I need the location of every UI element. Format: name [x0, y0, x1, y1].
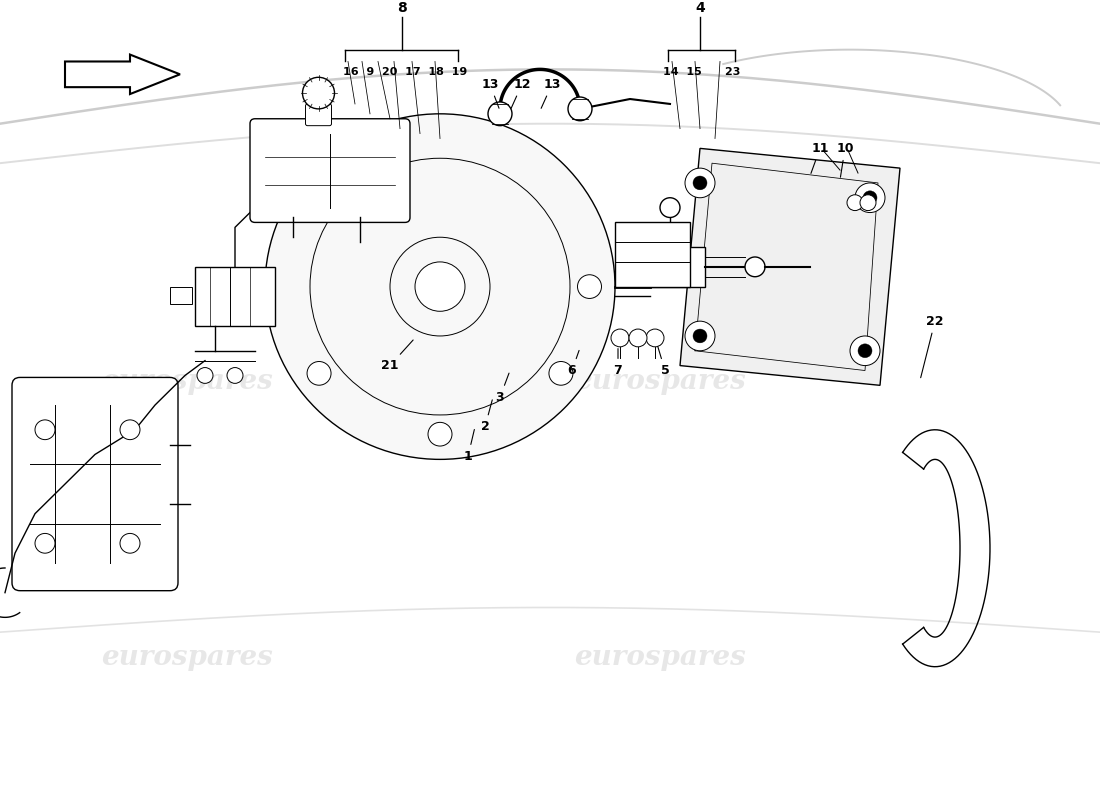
Text: 13: 13 [482, 78, 499, 108]
Circle shape [629, 329, 647, 347]
FancyBboxPatch shape [12, 378, 178, 590]
Circle shape [610, 329, 629, 347]
Text: 10: 10 [836, 142, 854, 178]
Circle shape [227, 367, 243, 383]
Text: 1: 1 [463, 430, 474, 463]
Circle shape [693, 329, 707, 343]
Circle shape [660, 198, 680, 218]
Text: 12: 12 [512, 78, 530, 108]
Text: 21: 21 [382, 340, 414, 372]
Circle shape [488, 102, 512, 126]
Circle shape [302, 78, 334, 109]
Circle shape [864, 191, 877, 205]
Circle shape [265, 114, 615, 459]
Text: 14  15      23: 14 15 23 [663, 67, 740, 78]
FancyBboxPatch shape [615, 222, 690, 286]
Circle shape [847, 194, 864, 210]
Circle shape [120, 534, 140, 553]
Text: 16  9  20  17  18  19: 16 9 20 17 18 19 [343, 67, 468, 78]
FancyBboxPatch shape [306, 104, 331, 126]
FancyBboxPatch shape [195, 267, 275, 326]
Circle shape [860, 194, 876, 210]
Circle shape [858, 344, 872, 358]
Text: 13: 13 [541, 78, 561, 108]
Circle shape [549, 362, 573, 386]
Text: 5: 5 [658, 346, 670, 377]
Circle shape [685, 321, 715, 350]
Text: 7: 7 [614, 349, 623, 377]
Circle shape [578, 274, 602, 298]
FancyBboxPatch shape [170, 286, 192, 304]
Circle shape [197, 367, 213, 383]
Circle shape [428, 422, 452, 446]
Circle shape [35, 420, 55, 440]
FancyBboxPatch shape [650, 247, 705, 286]
Text: 22: 22 [921, 314, 944, 378]
Circle shape [850, 336, 880, 366]
Circle shape [745, 257, 764, 277]
FancyBboxPatch shape [250, 118, 410, 222]
Text: 8: 8 [397, 1, 407, 15]
Text: 3: 3 [496, 373, 509, 404]
Circle shape [693, 176, 707, 190]
Circle shape [646, 329, 664, 347]
Circle shape [855, 183, 886, 213]
Circle shape [415, 262, 465, 311]
Text: eurospares: eurospares [101, 644, 273, 671]
Text: eurospares: eurospares [101, 368, 273, 395]
Circle shape [685, 168, 715, 198]
Text: 6: 6 [568, 350, 579, 377]
Text: eurospares: eurospares [574, 644, 746, 671]
Circle shape [35, 534, 55, 553]
Polygon shape [65, 54, 180, 94]
Circle shape [120, 420, 140, 440]
Text: 4: 4 [695, 1, 705, 15]
Text: eurospares: eurospares [574, 368, 746, 395]
Text: 2: 2 [481, 400, 493, 434]
Circle shape [307, 362, 331, 386]
Polygon shape [680, 148, 900, 386]
Text: 11: 11 [811, 142, 828, 174]
Circle shape [568, 97, 592, 121]
